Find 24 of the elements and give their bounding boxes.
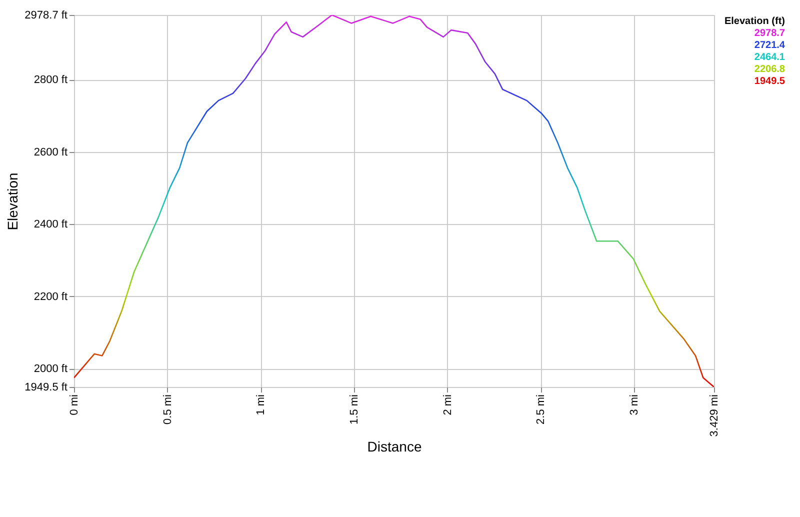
y-tick-label: 2000 ft (34, 363, 68, 376)
line-series (74, 15, 714, 387)
text: 2206.8 (754, 64, 786, 75)
x-tick-label: 0.5 mi (162, 394, 174, 424)
color-bar-title: Elevation (ft) (724, 16, 785, 27)
text: 2464.1 (754, 52, 786, 63)
y-tick-label: 2200 ft (34, 290, 68, 303)
text: 2978.7 (754, 28, 786, 39)
x-axis-title: Distance (367, 438, 422, 455)
x-tick-label: 1.5 mi (348, 394, 360, 424)
x-tick-label: 2 mi (442, 394, 454, 416)
x-tick-label: 1 mi (255, 394, 268, 416)
x-tick-label: 3 mi (628, 394, 640, 416)
text: 2721.4 (754, 40, 786, 51)
y-tick-label: 2400 ft (34, 218, 68, 231)
y-axis-title: Elevation (4, 172, 21, 230)
y-tick-label: 2978.7 ft (24, 10, 68, 22)
y-tick-label: 2800 ft (34, 74, 68, 86)
x-tick-label: 2.5 mi (535, 394, 548, 424)
x-tick-label: 3.429 mi (708, 394, 720, 437)
y-tick-label: 1949.5 ft (24, 382, 68, 394)
text: 1949.5 (754, 76, 786, 87)
x-tick-label: 0 mi (68, 394, 80, 416)
y-tick-label: 2600 ft (34, 146, 68, 158)
